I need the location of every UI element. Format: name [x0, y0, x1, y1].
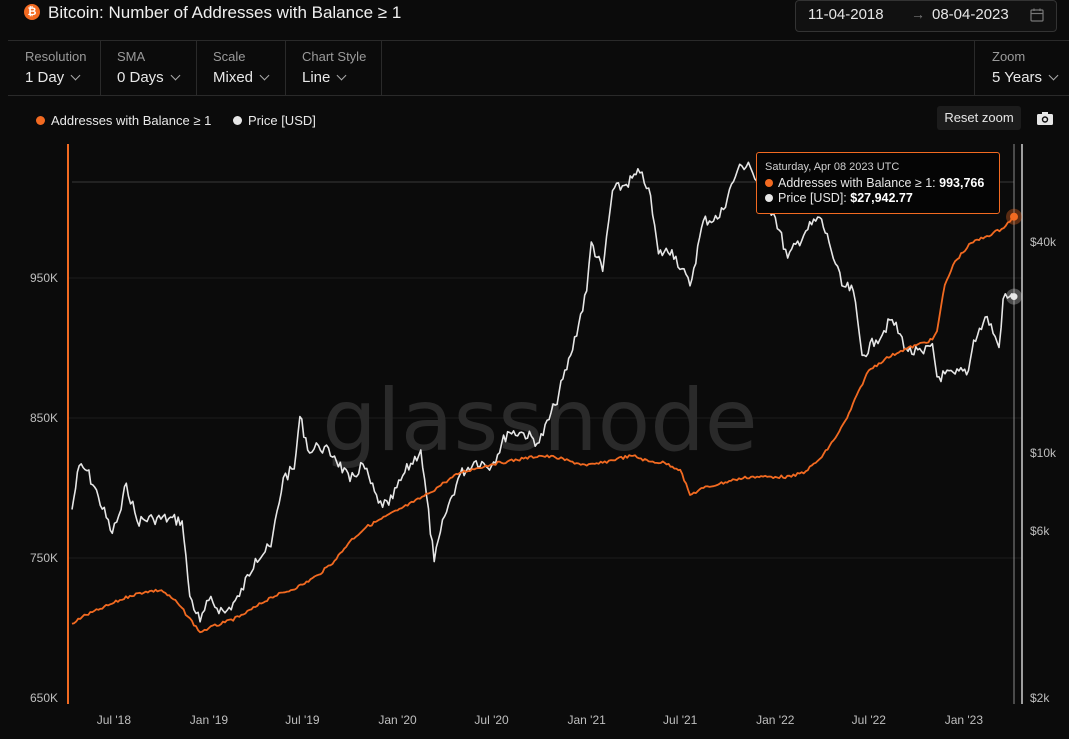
legend-dot-price: [233, 116, 242, 125]
resolution-value[interactable]: 1 Day: [25, 69, 79, 86]
sma-value[interactable]: 0 Days: [117, 69, 179, 86]
price-marker: [1011, 293, 1018, 300]
y-left-tick-label: 950K: [30, 271, 58, 285]
y-right-tick-label: $40k: [1030, 235, 1057, 249]
y-axis-left-ticks: 650K 750K 850K 950K: [30, 271, 58, 705]
zoom-value[interactable]: 5 Years: [992, 69, 1057, 86]
chevron-down-icon: [71, 71, 81, 81]
scale-value[interactable]: Mixed: [213, 69, 268, 86]
bitcoin-icon: ₿: [24, 4, 40, 20]
chart-style-value[interactable]: Line: [302, 69, 345, 86]
resolution-select[interactable]: Resolution 1 Day: [8, 41, 101, 95]
date-end-input[interactable]: 08-04-2023: [932, 6, 1009, 23]
legend-label-addresses: Addresses with Balance ≥ 1: [51, 113, 211, 128]
sma-select[interactable]: SMA 0 Days: [100, 41, 197, 95]
legend-item-price[interactable]: Price [USD]: [233, 113, 316, 128]
chart-tooltip: Saturday, Apr 08 2023 UTC Addresses with…: [756, 152, 1000, 214]
x-tick-label: Jan '19: [190, 713, 229, 727]
date-range-picker[interactable]: 11-04-2018 → 08-04-2023: [795, 0, 1057, 32]
scale-label: Scale: [213, 49, 246, 64]
x-tick-label: Jul '22: [852, 713, 887, 727]
chart-grid: [68, 182, 1022, 558]
arrow-right-icon: →: [911, 6, 925, 22]
x-tick-label: Jul '21: [663, 713, 698, 727]
tooltip-value-price: $27,942.77: [850, 191, 913, 205]
legend-label-price: Price [USD]: [248, 113, 316, 128]
y-axis-right-ticks: $2k $6k $10k $40k: [1030, 235, 1057, 705]
camera-icon[interactable]: [1036, 110, 1054, 126]
y-right-tick-label: $6k: [1030, 524, 1050, 538]
x-tick-label: Jul '18: [97, 713, 132, 727]
tooltip-value-addresses: 993,766: [939, 176, 984, 190]
page-title: Bitcoin: Number of Addresses with Balanc…: [48, 3, 401, 23]
calendar-icon[interactable]: [1029, 7, 1045, 23]
y-left-tick-label: 650K: [30, 691, 58, 705]
y-right-tick-label: $2k: [1030, 691, 1050, 705]
sma-label: SMA: [117, 49, 145, 64]
x-tick-label: Jan '20: [378, 713, 417, 727]
x-tick-label: Jan '21: [567, 713, 606, 727]
chevron-down-icon: [1049, 71, 1059, 81]
x-axis-ticks: Jul '18 Jan '19 Jul '19 Jan '20 Jul '20 Jan '…: [97, 713, 984, 727]
x-tick-label: Jul '19: [285, 713, 320, 727]
zoom-select[interactable]: Zoom 5 Years: [974, 41, 1069, 95]
x-tick-label: Jan '23: [945, 713, 984, 727]
reset-zoom-button[interactable]: Reset zoom: [937, 106, 1021, 130]
header: ₿ Bitcoin: Number of Addresses with Bala…: [0, 0, 1069, 38]
y-left-tick-label: 850K: [30, 411, 58, 425]
y-left-tick-label: 750K: [30, 551, 58, 565]
zoom-label: Zoom: [992, 49, 1025, 64]
tooltip-dot-price: [765, 194, 773, 202]
scale-select[interactable]: Scale Mixed: [196, 41, 286, 95]
tooltip-label-price: Price [USD]:: [778, 191, 847, 205]
tooltip-label-addresses: Addresses with Balance ≥ 1:: [778, 176, 936, 190]
chart-style-label: Chart Style: [302, 49, 366, 64]
tooltip-date: Saturday, Apr 08 2023 UTC: [765, 161, 899, 173]
tooltip-row-price: Price [USD]: $27,942.77: [765, 191, 913, 205]
legend-item-addresses[interactable]: Addresses with Balance ≥ 1: [36, 113, 211, 128]
chart-toolbar: Resolution 1 Day SMA 0 Days Scale Mixed …: [8, 40, 1069, 96]
chevron-down-icon: [260, 71, 270, 81]
chart-style-select[interactable]: Chart Style Line: [285, 41, 382, 95]
chevron-down-icon: [337, 71, 347, 81]
x-tick-label: Jul '20: [474, 713, 509, 727]
resolution-label: Resolution: [25, 49, 86, 64]
legend-dot-addresses: [36, 116, 45, 125]
date-start-input[interactable]: 11-04-2018: [808, 6, 884, 23]
chart-legend: Addresses with Balance ≥ 1 Price [USD]: [36, 113, 334, 128]
tooltip-dot-addresses: [765, 179, 773, 187]
tooltip-row-addresses: Addresses with Balance ≥ 1: 993,766: [765, 176, 984, 190]
y-right-tick-label: $10k: [1030, 446, 1057, 460]
x-tick-label: Jan '22: [756, 713, 795, 727]
chevron-down-icon: [170, 71, 180, 81]
addresses-marker: [1010, 213, 1018, 221]
